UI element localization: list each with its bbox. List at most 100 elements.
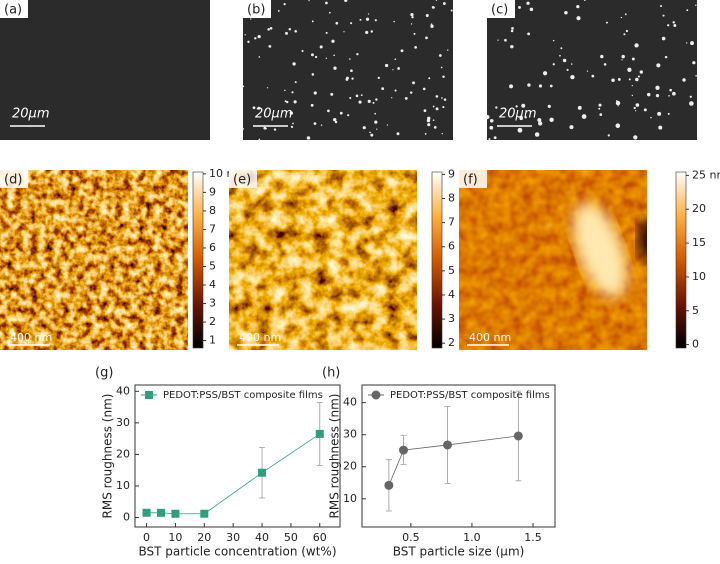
particle: [393, 20, 395, 23]
particle: [607, 134, 610, 137]
particle: [633, 135, 638, 140]
panel-label: (h): [322, 366, 340, 381]
particle: [391, 97, 393, 99]
particle: [511, 27, 514, 30]
particle: [267, 28, 270, 31]
colorbar-tick-label: 20: [692, 202, 706, 215]
x-tick-label: 0.5: [402, 531, 420, 544]
particle: [306, 136, 311, 140]
particle: [560, 47, 563, 50]
particle: [258, 56, 261, 58]
particle: [374, 112, 377, 115]
particle: [410, 23, 413, 25]
particle: [350, 22, 353, 25]
series-line: [388, 435, 519, 486]
particle: [620, 16, 623, 19]
particle: [325, 1, 328, 5]
particle: [319, 45, 323, 49]
particle: [301, 49, 304, 53]
particle: [288, 28, 292, 31]
data-point: [142, 508, 151, 517]
particle: [320, 124, 323, 126]
colorbar-tick-label: 3: [209, 297, 216, 310]
particle: [489, 119, 494, 123]
particle: [689, 95, 692, 98]
particle: [692, 61, 696, 65]
particle: [661, 36, 666, 41]
particle: [650, 116, 652, 119]
colorbar-tick-label: 1: [209, 334, 216, 347]
colorbar-tick-label: 6: [209, 241, 216, 254]
particle: [438, 54, 442, 57]
particle: [485, 114, 490, 120]
y-tick-label: 10: [343, 492, 357, 505]
particle: [637, 75, 640, 78]
afm-image: [0, 170, 188, 350]
particle: [564, 11, 568, 15]
particle: [442, 75, 445, 78]
plot-frame: [361, 384, 556, 528]
particle: [349, 97, 352, 100]
particle: [273, 128, 277, 131]
particle: [603, 63, 607, 66]
particle: [410, 13, 414, 17]
particle: [667, 112, 670, 115]
particle: [570, 74, 575, 80]
particle: [370, 30, 374, 33]
panel-label-box: [487, 0, 515, 18]
particle: [443, 98, 447, 101]
particle: [527, 83, 531, 87]
particle: [334, 120, 338, 124]
particle: [686, 9, 689, 12]
particle: [333, 118, 337, 122]
panel-label: (b): [247, 3, 265, 18]
particle: [517, 127, 523, 133]
particle: [268, 44, 272, 48]
particle: [621, 59, 623, 61]
particle: [435, 107, 439, 111]
particle: [412, 81, 415, 85]
colorbar-tick-label: 0: [692, 338, 699, 351]
particle: [432, 119, 435, 121]
particle: [549, 117, 554, 123]
particle: [314, 55, 318, 59]
particle: [611, 78, 615, 83]
particle: [635, 103, 640, 107]
particle: [327, 109, 330, 113]
particle: [495, 106, 498, 109]
particle: [257, 106, 261, 110]
particle: [414, 45, 417, 49]
particle: [435, 95, 439, 98]
scale-bar-label: 20μm: [12, 107, 49, 122]
particle: [374, 19, 377, 22]
particle: [664, 55, 668, 59]
particle: [591, 74, 595, 78]
x-tick-label: 10: [168, 531, 182, 544]
particle: [526, 1, 530, 5]
x-tick-label: 50: [284, 531, 298, 544]
scale-bar-label: 400 nm: [239, 331, 281, 344]
legend-marker: [371, 390, 381, 400]
particle: [667, 24, 670, 27]
particle: [369, 131, 371, 134]
particle: [365, 30, 369, 34]
particle: [566, 68, 569, 71]
particle: [310, 53, 314, 57]
x-tick-label: 1.0: [463, 531, 481, 544]
particle: [621, 54, 625, 59]
colorbar-tick-label: 8: [448, 192, 455, 205]
particle: [497, 39, 499, 41]
particle: [345, 78, 349, 81]
particle: [615, 100, 621, 106]
particle: [450, 9, 453, 12]
colorbar: [675, 171, 687, 349]
particle: [599, 113, 603, 117]
colorbar-tick-label: 2: [448, 336, 455, 349]
particle: [263, 126, 267, 130]
colorbar-tick-label: 5: [209, 259, 216, 272]
data-point: [315, 429, 324, 438]
particle: [359, 18, 362, 21]
particle: [411, 16, 414, 19]
particle: [442, 106, 445, 109]
particle: [615, 123, 621, 128]
